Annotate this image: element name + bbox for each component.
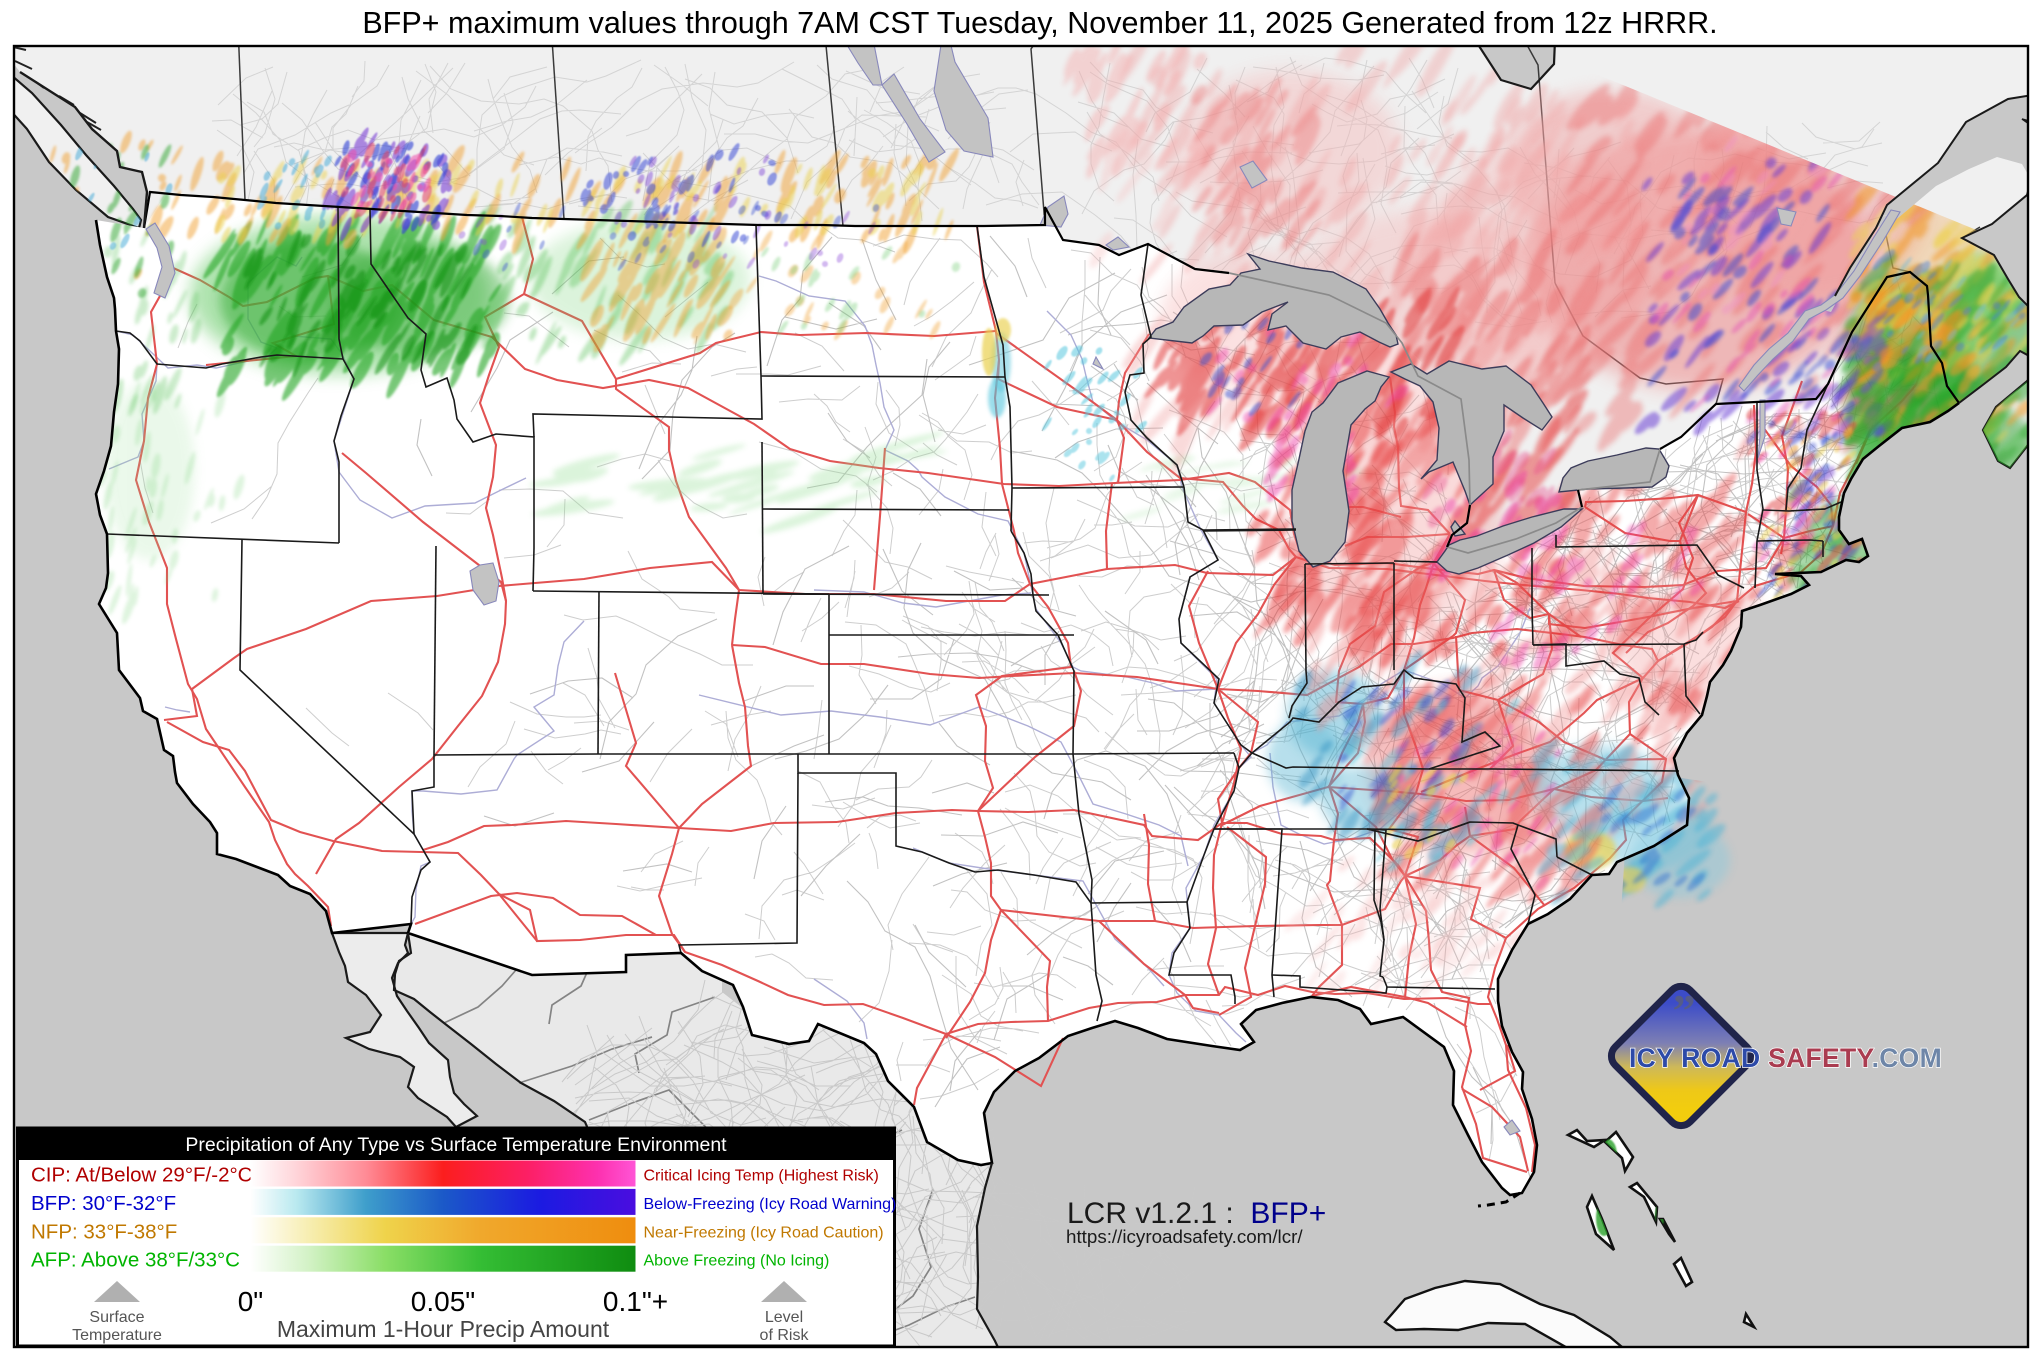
svg-text:Above Freezing (No Icing): Above Freezing (No Icing) <box>644 1253 830 1270</box>
svg-text:0": 0" <box>238 1286 264 1317</box>
svg-text:ICY ROAD SAFETY.COM: ICY ROAD SAFETY.COM <box>1629 1043 1942 1073</box>
svg-text:0.05": 0.05" <box>411 1286 475 1317</box>
svg-text:CIP: At/Below 29°F/-2°C: CIP: At/Below 29°F/-2°C <box>31 1164 253 1187</box>
svg-text:BFP: 30°F-32°F: BFP: 30°F-32°F <box>31 1192 176 1215</box>
svg-text:NFP: 33°F-38°F: NFP: 33°F-38°F <box>31 1220 177 1243</box>
svg-text:Temperature: Temperature <box>72 1327 162 1344</box>
svg-text:BFP+ maximum values through 7A: BFP+ maximum values through 7AM CST Tues… <box>362 6 1717 40</box>
svg-text:0.1"+: 0.1"+ <box>603 1286 668 1317</box>
svg-text:AFP: Above 38°F/33°C: AFP: Above 38°F/33°C <box>31 1249 240 1272</box>
svg-text:Precipitation of Any Type vs S: Precipitation of Any Type vs Surface Tem… <box>185 1134 727 1156</box>
svg-text:Critical Icing Temp (Highest R: Critical Icing Temp (Highest Risk) <box>644 1168 879 1185</box>
svg-text:LCR v1.2.1 : BFP+: LCR v1.2.1 : BFP+ <box>1067 1197 1326 1230</box>
svg-text:Maximum 1-Hour Precip Amount: Maximum 1-Hour Precip Amount <box>277 1316 610 1342</box>
svg-text:Surface: Surface <box>89 1309 144 1326</box>
svg-text:Level: Level <box>765 1309 803 1326</box>
svg-text:Near-Freezing (Icy Road Cautio: Near-Freezing (Icy Road Caution) <box>644 1224 884 1241</box>
svg-text:”: ” <box>1673 985 1696 1036</box>
svg-text:Below-Freezing (Icy Road Warni: Below-Freezing (Icy Road Warning) <box>644 1196 897 1213</box>
svg-text:https://icyroadsafety.com/lcr/: https://icyroadsafety.com/lcr/ <box>1066 1226 1303 1247</box>
svg-text:of Risk: of Risk <box>760 1327 810 1344</box>
